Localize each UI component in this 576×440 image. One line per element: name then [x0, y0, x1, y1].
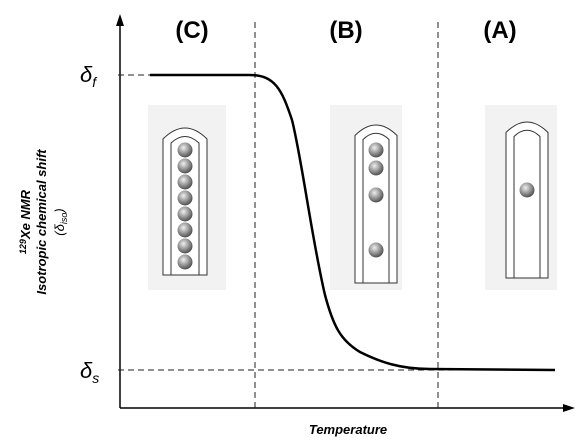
xenon-atom — [368, 142, 384, 158]
xenon-atom — [177, 142, 193, 158]
xenon-atom — [177, 222, 193, 238]
region-label: (C) — [175, 17, 208, 44]
region-label: (B) — [329, 17, 362, 44]
tube-inner — [170, 136, 200, 275]
y-axis-label: 129Xe NMR Isotropic chemical shift (δiso… — [18, 149, 69, 295]
level-label: δs — [80, 358, 99, 386]
x-axis-label: Temperature — [309, 422, 387, 437]
level-label: δf — [80, 62, 98, 90]
region-label: (A) — [483, 17, 516, 44]
xenon-atom — [177, 206, 193, 222]
xenon-atom — [177, 254, 193, 270]
xenon-atom — [519, 182, 535, 198]
svg-text:129Xe NMR: 129Xe NMR — [18, 189, 33, 254]
xenon-atom — [368, 242, 384, 258]
xenon-atom — [368, 160, 384, 176]
svg-text:(δiso): (δiso) — [52, 208, 69, 235]
xenon-atom — [177, 238, 193, 254]
tube-inner — [513, 129, 541, 278]
xenon-atom — [177, 190, 193, 206]
xenon-atom — [177, 158, 193, 174]
axes — [116, 14, 575, 412]
svg-text:Isotropic chemical shift: Isotropic chemical shift — [34, 149, 49, 295]
xenon-atom — [177, 174, 193, 190]
shift-curve — [150, 73, 556, 372]
xenon-atom — [368, 187, 384, 203]
tubes — [148, 105, 557, 290]
